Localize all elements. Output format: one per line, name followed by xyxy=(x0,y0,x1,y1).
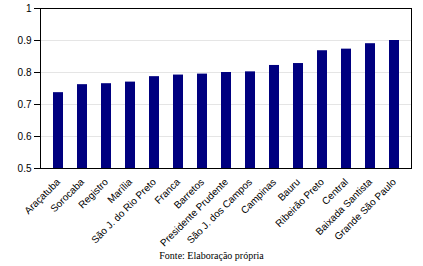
html-text:Fonte: Elaboração própria: Fonte: Elaboração própria xyxy=(159,250,264,261)
svg-text:Bauru: Bauru xyxy=(275,176,303,203)
svg-text:Franca: Franca xyxy=(152,176,183,206)
svg-text:Central: Central xyxy=(319,176,351,207)
svg-text:Campinas: Campinas xyxy=(239,176,279,216)
svg-text:1: 1 xyxy=(26,3,32,14)
svg-text:Sorocaba: Sorocaba xyxy=(48,176,87,215)
svg-text:0.6: 0.6 xyxy=(18,131,32,142)
svg-text:Registro: Registro xyxy=(76,176,110,210)
svg-text:Grande São Paulo: Grande São Paulo xyxy=(332,176,398,242)
svg-text:Marília: Marília xyxy=(105,176,135,206)
svg-text:0.5: 0.5 xyxy=(18,163,32,174)
svg-text:Presidente Prudente: Presidente Prudente xyxy=(157,176,231,249)
svg-text:São J. do Rio Preto: São J. do Rio Preto xyxy=(89,176,158,245)
svg-text:Baixada Santista: Baixada Santista xyxy=(313,176,375,238)
svg-text:0.7: 0.7 xyxy=(18,99,32,110)
svg-text:0.9: 0.9 xyxy=(18,35,32,46)
svg-text:São J. dos Campos: São J. dos Campos xyxy=(184,176,255,246)
svg-text:Araçatuba: Araçatuba xyxy=(22,176,63,217)
svg-text:Barretos: Barretos xyxy=(171,176,207,211)
svg-text:0.8: 0.8 xyxy=(18,67,32,78)
svg-text:Ribeirão Preto: Ribeirão Preto xyxy=(273,176,326,229)
